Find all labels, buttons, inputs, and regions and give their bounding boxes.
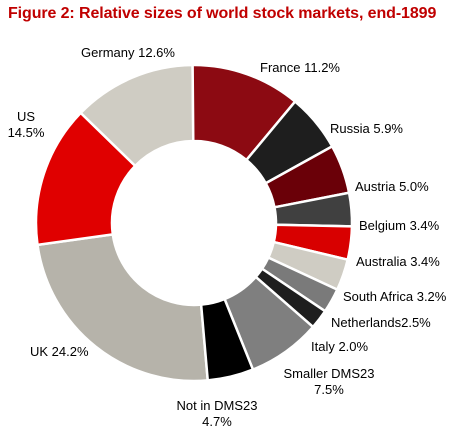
label-netherlands: Netherlands2.5% <box>331 315 431 330</box>
chart-title: Figure 2: Relative sizes of world stock … <box>8 5 437 22</box>
label-austria: Austria 5.0% <box>355 179 429 194</box>
label-germany: Germany 12.6% <box>81 45 175 60</box>
slice-not-in-dms23 <box>199 297 255 382</box>
label-russia: Russia 5.9% <box>330 121 403 136</box>
label-uk: UK 24.2% <box>30 344 89 359</box>
label-not-in-dms23: Not in DMS23 4.7% <box>177 398 258 429</box>
label-belgium: Belgium 3.4% <box>359 218 440 233</box>
label-france: France 11.2% <box>260 60 340 75</box>
label-italy: Italy 2.0% <box>311 339 369 354</box>
label-south-africa: South Africa 3.2% <box>343 289 447 304</box>
label-us: US 14.5% <box>8 109 45 140</box>
slice-uk <box>36 233 210 383</box>
label-australia: Australia 3.4% <box>356 254 440 269</box>
label-smaller-dms23: Smaller DMS23 7.5% <box>283 366 374 397</box>
